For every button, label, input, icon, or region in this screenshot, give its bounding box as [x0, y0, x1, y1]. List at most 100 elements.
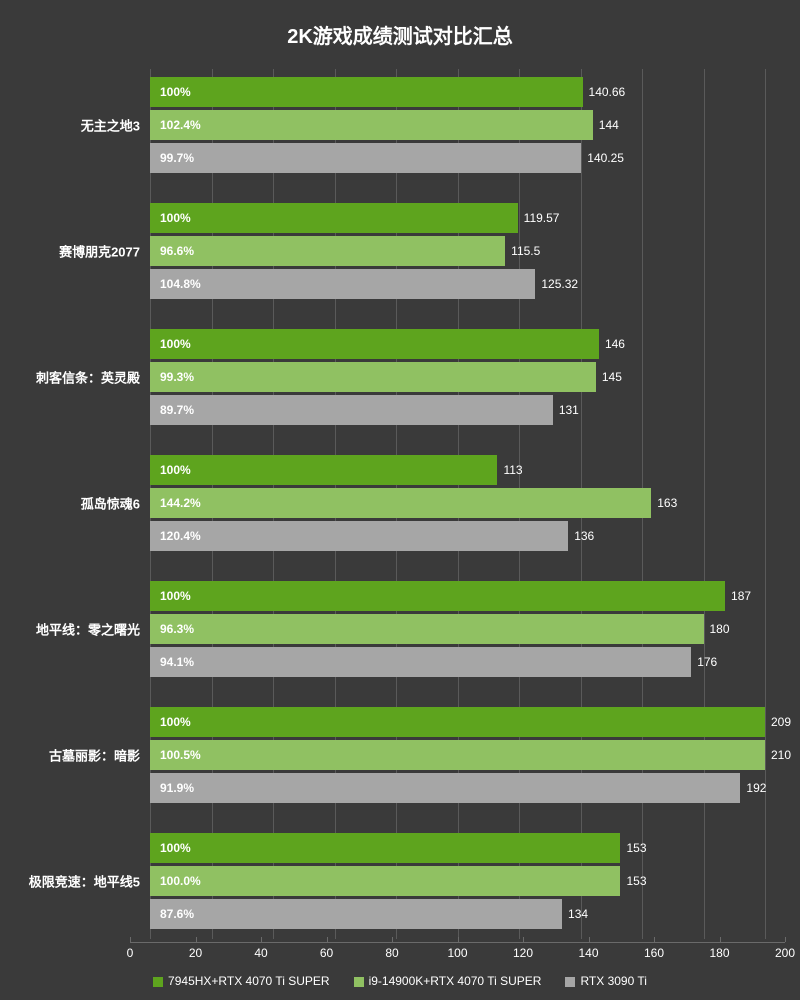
legend-item: RTX 3090 Ti — [565, 974, 646, 988]
bar-row: 104.8%125.32 — [150, 269, 765, 299]
category-group: 极限竞速：地平线5100%153100.0%15387.6%134 — [150, 833, 765, 932]
bar — [150, 395, 553, 425]
bar-row: 87.6% 134 — [150, 899, 765, 929]
bar — [150, 866, 620, 896]
x-tick-label: 160 — [644, 946, 664, 960]
pct-label: 99.7% — [160, 151, 194, 165]
category-label: 刺客信条：英灵殿 — [25, 368, 150, 387]
pct-label: 100% — [160, 85, 191, 99]
bar-row: 120.4%136 — [150, 521, 765, 551]
x-axis: 020406080100120140160180200 — [130, 942, 785, 962]
value-label: 163 — [657, 496, 677, 510]
bar — [150, 143, 581, 173]
bar-row: 100%146 — [150, 329, 765, 359]
bar — [150, 740, 765, 770]
value-label: 187 — [731, 589, 751, 603]
bar-row: 100% 113 — [150, 455, 765, 485]
x-tick-label: 40 — [254, 946, 267, 960]
x-tick-label: 120 — [513, 946, 533, 960]
pct-label: 100% — [160, 589, 191, 603]
x-tick-mark — [327, 937, 328, 942]
x-tick-label: 80 — [385, 946, 398, 960]
category-label: 古墓丽影：暗影 — [25, 746, 150, 765]
value-label: 113 — [503, 463, 522, 477]
category-group: 孤岛惊魂6100%113144.2%163120.4%136 — [150, 455, 765, 554]
value-label: 176 — [697, 655, 717, 669]
value-label: 134 — [568, 907, 588, 921]
value-label: 210 — [771, 748, 791, 762]
x-tick-label: 180 — [709, 946, 729, 960]
x-tick-mark — [130, 937, 131, 942]
value-label: 153 — [626, 841, 646, 855]
value-label: 131 — [559, 403, 579, 417]
pct-label: 99.3% — [160, 370, 194, 384]
value-label: 140.25 — [587, 151, 624, 165]
value-label: 136 — [574, 529, 594, 543]
bar — [150, 455, 497, 485]
bar-row: 100% 187 — [150, 581, 765, 611]
pct-label: 100.0% — [160, 874, 201, 888]
legend-swatch — [354, 977, 364, 987]
bar — [150, 488, 651, 518]
chart-title: 2K游戏成绩测试对比汇总 — [20, 20, 780, 49]
bar — [150, 77, 583, 107]
value-label: 153 — [626, 874, 646, 888]
pct-label: 100% — [160, 463, 191, 477]
value-label: 119.57 — [524, 211, 560, 225]
bar — [150, 899, 562, 929]
pct-label: 96.6% — [160, 244, 194, 258]
x-axis-line — [130, 942, 785, 943]
bar-row: 100.5%210 — [150, 740, 765, 770]
category-group: 古墓丽影：暗影100%209100.5%21091.9%192 — [150, 707, 765, 806]
value-label: 125.32 — [541, 277, 578, 291]
pct-label: 96.3% — [160, 622, 194, 636]
pct-label: 102.4% — [160, 118, 201, 132]
pct-label: 100.5% — [160, 748, 201, 762]
category-label: 极限竞速：地平线5 — [25, 872, 150, 891]
bar-row: 102.4%144 — [150, 110, 765, 140]
value-label: 192 — [746, 781, 766, 795]
pct-label: 91.9% — [160, 781, 194, 795]
value-label: 145 — [602, 370, 622, 384]
bar-row: 99.7% 140.25 — [150, 143, 765, 173]
bar-row: 89.7%131 — [150, 395, 765, 425]
bar — [150, 329, 599, 359]
value-label: 209 — [771, 715, 791, 729]
bar-row: 91.9% 192 — [150, 773, 765, 803]
pct-label: 87.6% — [160, 907, 194, 921]
pct-label: 100% — [160, 337, 191, 351]
bar — [150, 833, 620, 863]
x-tick-label: 100 — [447, 946, 467, 960]
x-tick-mark — [261, 937, 262, 942]
x-tick-mark — [654, 937, 655, 942]
category-group: 赛博朋克2077100%119.5796.6%115.5104.8%125.32 — [150, 203, 765, 302]
category-label: 无主之地3 — [25, 116, 150, 135]
bar-row: 99.3% 145 — [150, 362, 765, 392]
category-label: 地平线：零之曙光 — [25, 620, 150, 639]
chart-container: 2K游戏成绩测试对比汇总 无主之地3100%140.66102.4%14499.… — [0, 0, 800, 1000]
bar — [150, 581, 725, 611]
bar-row: 96.6%115.5 — [150, 236, 765, 266]
value-label: 140.66 — [589, 85, 626, 99]
bar-row: 100%209 — [150, 707, 765, 737]
x-tick-label: 0 — [127, 946, 134, 960]
pct-label: 144.2% — [160, 496, 201, 510]
bar — [150, 203, 518, 233]
x-tick-mark — [720, 937, 721, 942]
x-tick-mark — [785, 937, 786, 942]
pct-label: 94.1% — [160, 655, 194, 669]
bar-row: 100.0% 153 — [150, 866, 765, 896]
bar — [150, 362, 596, 392]
legend-swatch — [153, 977, 163, 987]
pct-label: 100% — [160, 841, 191, 855]
bar — [150, 269, 535, 299]
bar — [150, 110, 593, 140]
x-tick-mark — [458, 937, 459, 942]
pct-label: 100% — [160, 715, 191, 729]
bar — [150, 521, 568, 551]
category-label: 孤岛惊魂6 — [25, 494, 150, 513]
x-tick-label: 20 — [189, 946, 202, 960]
category-group: 无主之地3100%140.66102.4%14499.7%140.25 — [150, 77, 765, 176]
x-tick-mark — [523, 937, 524, 942]
bar-row: 100% 140.66 — [150, 77, 765, 107]
